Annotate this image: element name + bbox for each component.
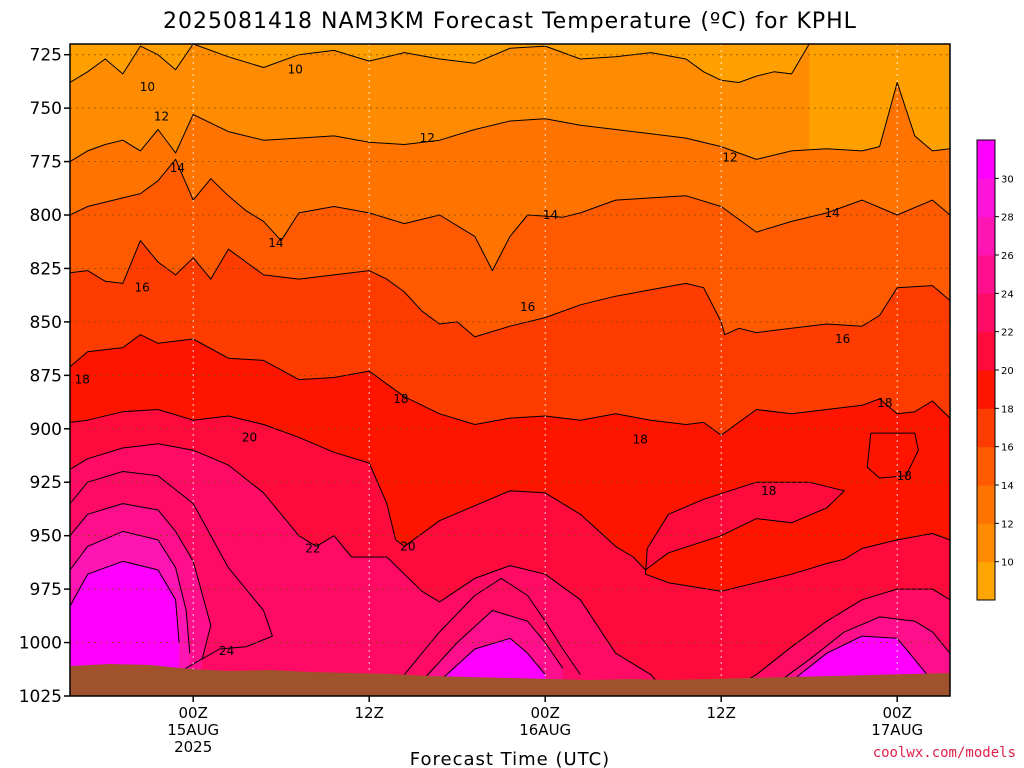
y-tick-label: 950: [30, 527, 62, 547]
isotherm-label: 16: [135, 281, 150, 295]
colorbar-tick-label: 16: [1001, 443, 1014, 454]
isotherm-line: [421, 610, 564, 682]
colorbar-segment: [977, 446, 995, 486]
colorbar-tick-label: 24: [1001, 289, 1014, 300]
y-axis: 725 750 775 800 825 850 875 900 925 950 975 1000 102…: [19, 46, 70, 707]
y-tick-label: 800: [30, 206, 62, 226]
isotherm-label: 12: [420, 131, 435, 145]
chart-title: 2025081418 NAM3KM Forecast Temperature (…: [163, 9, 857, 34]
isotherm-label: 18: [877, 396, 892, 410]
isotherm-labels: 10 10 12 12 12 14 14 14 14 16 16 16 18 18 18 18 20 20 18 18…: [75, 63, 912, 658]
x-tick-label: 17AUG: [871, 721, 923, 739]
colorbar-segment: [977, 485, 995, 524]
cool-lobe-band: [867, 433, 919, 478]
isotherm-line: [70, 44, 810, 83]
colorbar-tick-label: 20: [1001, 366, 1014, 377]
colorbar-tick-label: 26: [1001, 251, 1014, 262]
isotherm-line: [70, 530, 191, 654]
x-tick-label: 00Z: [179, 704, 208, 722]
x-tick-label: 12Z: [355, 704, 384, 722]
isotherm-label: 18: [897, 469, 912, 483]
colorbar-segment: [977, 255, 995, 294]
y-tick-label: 825: [30, 259, 62, 279]
credit-text: coolwx.com/models: [873, 745, 1016, 761]
colorbar-tick-label: 10: [1001, 558, 1014, 569]
isotherm-label: 20: [400, 539, 415, 553]
y-tick-label: 750: [30, 99, 62, 119]
x-axis-label: Forecast Time (UTC): [410, 749, 610, 768]
isotherm-label: 12: [154, 110, 169, 124]
colorbar-segment: [977, 140, 995, 179]
isotherm-line: [70, 503, 212, 660]
ground-terrain: [70, 664, 950, 696]
colorbar-tick-label: 18: [1001, 404, 1014, 415]
colorbar: 10 12 14 16 18 20 22 24 26 28 30: [976, 139, 1014, 601]
colorbar-segment: [977, 293, 995, 333]
x-tick-label: 15AUG: [167, 721, 219, 739]
isotherm-line: [70, 560, 180, 643]
y-tick-label: 1025: [19, 687, 62, 707]
isotherm-label: 10: [288, 63, 303, 77]
colorbar-segment: [977, 561, 995, 601]
isotherm-label: 14: [268, 236, 283, 250]
isotherm-label: 20: [242, 430, 257, 444]
y-tick-label: 900: [30, 420, 62, 440]
colorbar-tick-label: 12: [1001, 519, 1014, 530]
isotherm-label: 16: [520, 300, 535, 314]
x-tick-label: 00Z: [883, 704, 912, 722]
isotherm-line: [70, 240, 950, 338]
y-tick-label: 725: [30, 46, 62, 66]
colorbar-tick-label: 28: [1001, 213, 1014, 224]
isotherm-label: 24: [219, 644, 234, 658]
y-tick-label: 975: [30, 580, 62, 600]
colorbar-segment: [977, 408, 995, 448]
isotherm-label: 10: [140, 80, 155, 94]
plot-area: 10 10 12 12 12 14 14 14 14 16 16 16 18 18 18 18 20 20 18 18…: [70, 44, 950, 696]
isotherm-line: [70, 471, 273, 676]
isotherm-label: 14: [170, 161, 185, 175]
x-tick-label: 00Z: [531, 704, 560, 722]
colorbar-tick-label: 14: [1001, 481, 1014, 492]
isotherm-line: [866, 432, 919, 479]
y-tick-label: 875: [30, 366, 62, 386]
isotherm-line: [70, 82, 950, 163]
isotherm-label: 14: [824, 206, 839, 220]
temperature-bands: [70, 44, 950, 696]
y-tick-label: 775: [30, 153, 62, 173]
isotherm-label: 12: [722, 150, 737, 164]
x-tick-label: 2025: [174, 738, 212, 756]
colorbar-segment: [977, 331, 995, 371]
isotherm-line: [439, 637, 546, 682]
x-tick-label: 12Z: [707, 704, 736, 722]
warm-pocket-band: [70, 561, 180, 696]
colorbar-segment: [977, 178, 995, 218]
isotherm-line: [720, 588, 950, 696]
isotherm-line: [70, 158, 950, 272]
colorbar-segment: [977, 370, 995, 409]
colorbar-segment: [977, 216, 995, 256]
colorbar-tick-label: 30: [1001, 174, 1014, 185]
y-tick-label: 1000: [19, 634, 62, 654]
x-tick-label: 16AUG: [519, 721, 571, 739]
colorbar-tick-label: 22: [1001, 328, 1014, 339]
isotherm-label: 14: [543, 208, 558, 222]
isotherm-label: 16: [835, 332, 850, 346]
isotherm-line: [70, 443, 669, 696]
colorbar-segment: [977, 523, 995, 563]
isotherm-label: 18: [761, 484, 776, 498]
isotherm-line: [791, 635, 933, 682]
isotherm-label: 18: [75, 373, 90, 387]
isotherm-line: [404, 577, 581, 675]
plot-frame: [69, 43, 951, 697]
isotherm-label: 18: [393, 392, 408, 406]
isotherm-label: 22: [305, 541, 320, 555]
isotherm-line: [70, 409, 950, 592]
gridlines: [70, 44, 950, 696]
isotherm-label: 18: [633, 432, 648, 446]
y-tick-label: 925: [30, 473, 62, 493]
y-tick-label: 850: [30, 313, 62, 333]
isotherm-line: [773, 616, 950, 686]
